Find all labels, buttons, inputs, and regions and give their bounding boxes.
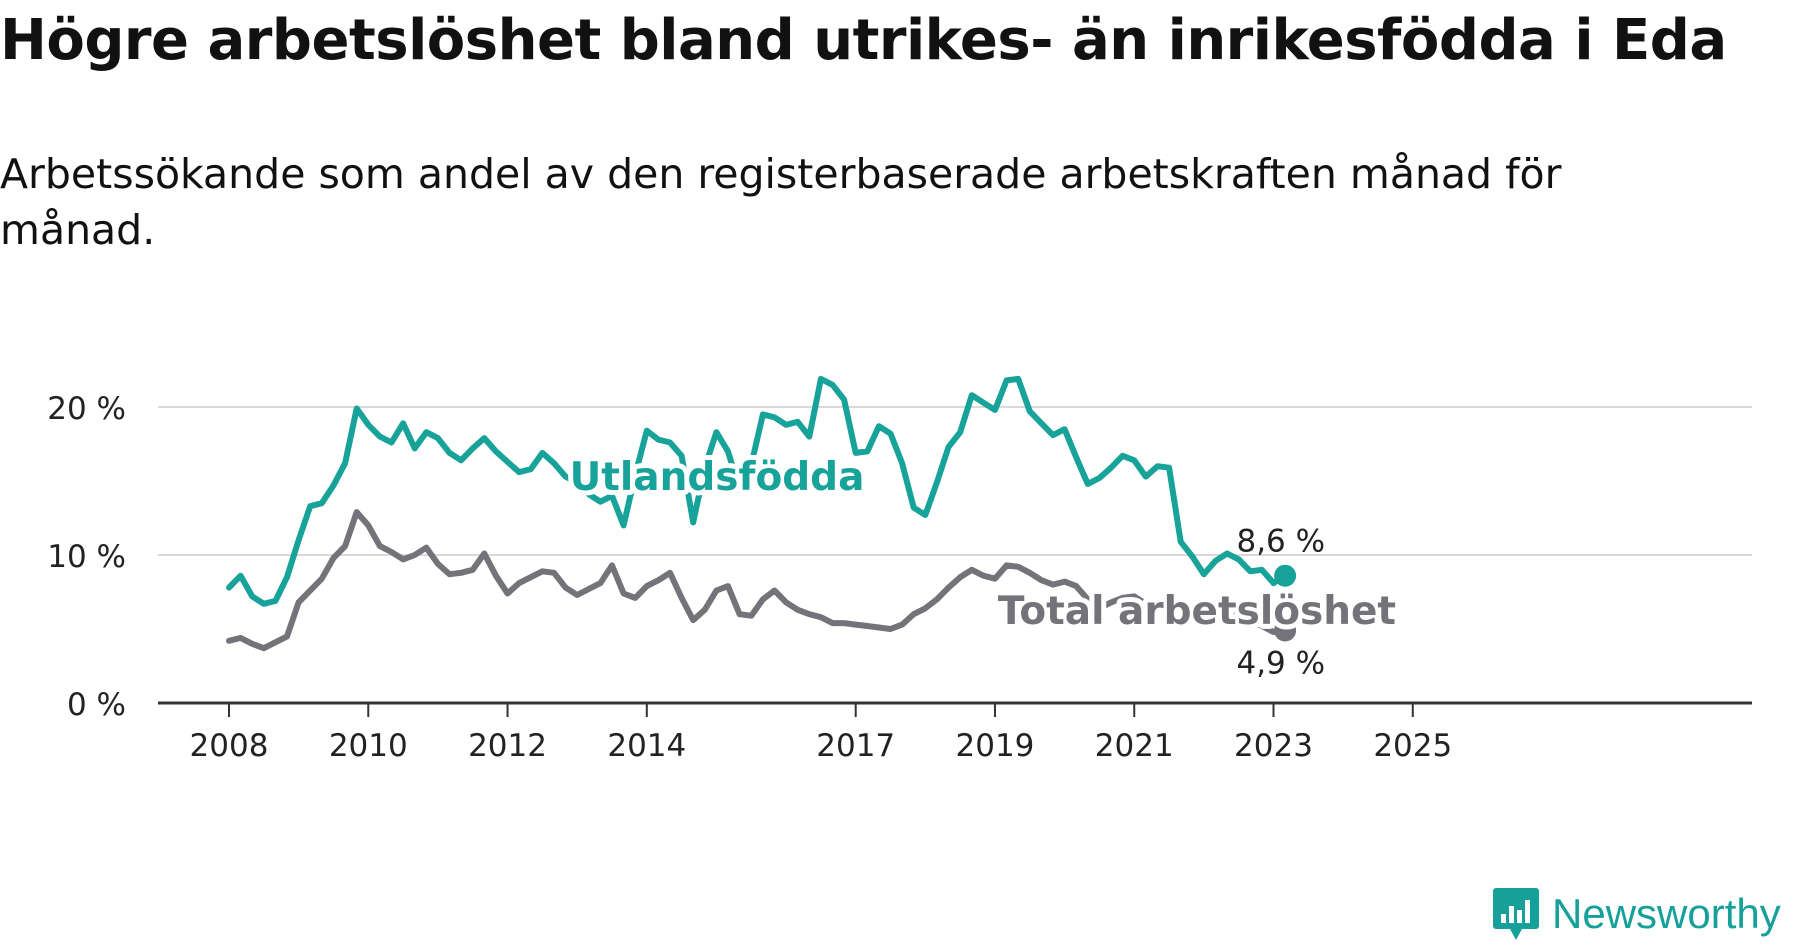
series-line-total <box>226 509 1289 652</box>
chart-title: Högre arbetslöshet bland utrikes- än inr… <box>0 8 1727 73</box>
x-tick-label: 2008 <box>190 728 269 764</box>
series-label-utlandsfodda: Utlandsfödda <box>570 455 865 500</box>
x-tick-label: 2021 <box>1095 728 1174 764</box>
brand-name: Newsworthy <box>1552 890 1781 937</box>
grid-lines <box>158 406 1752 556</box>
x-tick-label: 2014 <box>607 728 686 764</box>
series-line-utlandsfodda-end-marker <box>1274 564 1297 587</box>
newsworthy-logo-icon <box>1493 888 1539 940</box>
y-tick-label: 10 % <box>47 539 126 575</box>
series-line-utlandsfodda <box>226 375 1289 607</box>
series-label-total: Total arbetslöshet <box>998 589 1396 634</box>
x-tick-label: 2017 <box>816 728 895 764</box>
end-value-total: 4,9 % <box>1236 645 1325 681</box>
chart-subtitle: Arbetssökande som andel av den registerb… <box>0 150 1562 254</box>
x-tick-label: 2019 <box>956 728 1035 764</box>
y-tick-label: 20 % <box>47 391 126 427</box>
series-group <box>226 375 1297 652</box>
x-tick-label: 2010 <box>329 728 408 764</box>
series-line-total-end-marker <box>1274 619 1297 642</box>
brand-logo: Newsworthy <box>1492 886 1781 942</box>
end-value-utlandsfodda: 8,6 % <box>1236 524 1325 560</box>
x-axis: 2008 2010 2012 2014 2017 2019 2021 2023 2025 <box>158 701 1752 764</box>
y-tick-label: 0 % <box>67 687 126 723</box>
x-tick-label: 2012 <box>468 728 547 764</box>
series-labels: Utlandsfödda Total arbetslöshet 8,6 % 4,9 % <box>565 450 1401 681</box>
y-axis: 0 % 10 % 20 % <box>47 391 126 723</box>
x-tick-label: 2023 <box>1234 728 1313 764</box>
x-tick-label: 2025 <box>1373 728 1452 764</box>
